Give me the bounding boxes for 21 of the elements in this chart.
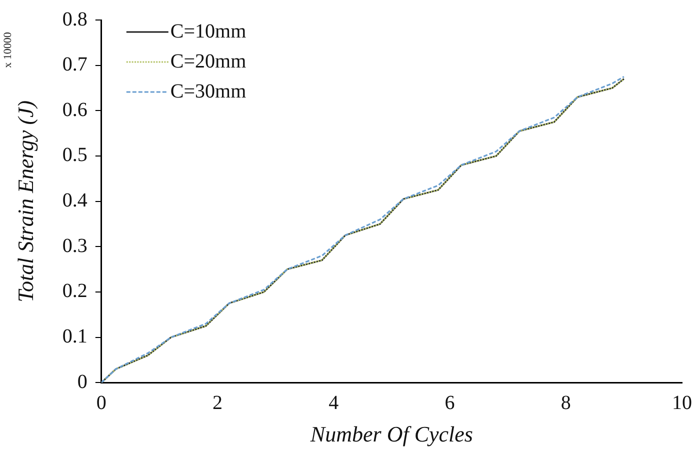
x-tick-label: 4 [328, 392, 339, 414]
text: x 10000 [2, 32, 14, 68]
x-tick-label: 10 [672, 392, 692, 414]
x-tick-label: 8 [560, 392, 571, 414]
y-tick-label: 0.2 [62, 280, 88, 302]
legend-label: C=10mm [170, 20, 247, 42]
x-tick-label: 6 [444, 392, 455, 414]
y-axis-title: Total Strain Energy (J) [12, 100, 38, 302]
x-tick-label: 0 [96, 392, 106, 414]
y-tick-label: 0.6 [62, 98, 88, 121]
x-tick-label: 2 [212, 392, 223, 414]
y-tick-label: 0.5 [62, 144, 88, 166]
x-axis-title: Number Of Cycles [309, 422, 473, 447]
y-tick-label: 0 [77, 370, 88, 393]
legend-label: C=20mm [170, 50, 247, 72]
y-tick-label: 0.1 [62, 326, 88, 348]
y-tick-label: 0.8 [62, 8, 88, 30]
legend-label: C=30mm [170, 80, 247, 102]
y-tick-label: 0.4 [62, 190, 88, 212]
y-tick-label: 0.7 [62, 54, 88, 76]
y-tick-label: 0.3 [62, 234, 88, 257]
